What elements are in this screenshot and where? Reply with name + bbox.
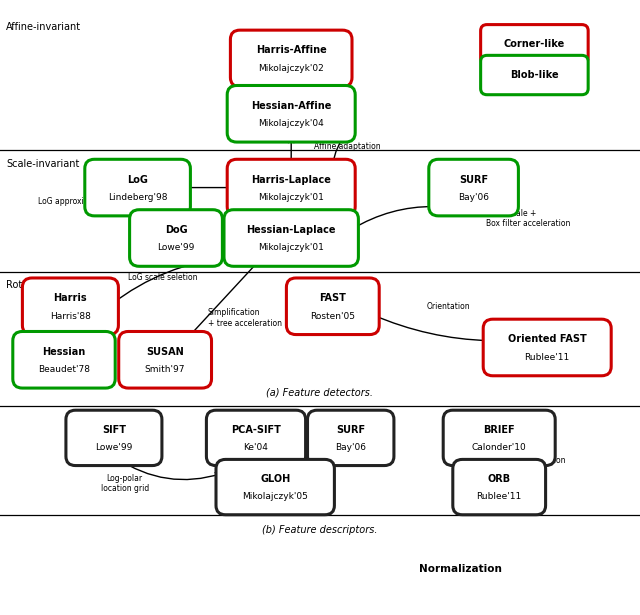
- FancyBboxPatch shape: [227, 85, 355, 142]
- Text: Hessian-Laplace: Hessian-Laplace: [246, 225, 336, 235]
- Text: Multi-scale +
Box filter acceleration: Multi-scale + Box filter acceleration: [486, 208, 571, 228]
- Text: Log-polar
location grid: Log-polar location grid: [100, 474, 149, 493]
- Text: Blob-like: Blob-like: [510, 70, 559, 80]
- Text: SIFT: SIFT: [102, 425, 126, 435]
- FancyBboxPatch shape: [429, 159, 518, 216]
- FancyBboxPatch shape: [453, 459, 545, 515]
- Text: Harris: Harris: [54, 293, 87, 303]
- FancyBboxPatch shape: [224, 210, 358, 266]
- Text: DoG: DoG: [164, 225, 188, 235]
- Text: Hessian: Hessian: [42, 347, 86, 357]
- Text: GLOH: GLOH: [260, 474, 291, 484]
- Text: LoG: LoG: [127, 175, 148, 184]
- FancyBboxPatch shape: [130, 210, 223, 266]
- Text: Lindeberg'98: Lindeberg'98: [108, 193, 167, 202]
- FancyBboxPatch shape: [443, 410, 555, 466]
- Text: (a) Feature detectors.: (a) Feature detectors.: [266, 387, 374, 397]
- Text: Optimization: Optimization: [517, 456, 566, 464]
- Text: Normalization: Normalization: [419, 564, 502, 574]
- FancyBboxPatch shape: [85, 159, 191, 216]
- Text: Lowe'99: Lowe'99: [95, 443, 132, 452]
- Text: Mikolajczyk'05: Mikolajczyk'05: [243, 493, 308, 501]
- Text: Mikolajczyk'01: Mikolajczyk'01: [259, 244, 324, 252]
- Text: Corner-like: Corner-like: [504, 39, 565, 49]
- Text: BRIEF: BRIEF: [483, 425, 515, 435]
- Text: Rotation-invariant: Rotation-invariant: [6, 280, 95, 290]
- Text: Lowe'99: Lowe'99: [157, 244, 195, 252]
- Text: Harris-Affine: Harris-Affine: [256, 46, 326, 55]
- Text: Rublee'11: Rublee'11: [477, 493, 522, 501]
- FancyBboxPatch shape: [13, 331, 115, 388]
- Text: Simplification
+ tree acceleration: Simplification + tree acceleration: [208, 308, 282, 328]
- Text: Hessian-Affine: Hessian-Affine: [251, 101, 332, 111]
- Text: Orientation: Orientation: [426, 302, 470, 311]
- Text: Affine adaptation: Affine adaptation: [314, 142, 380, 151]
- FancyBboxPatch shape: [483, 319, 611, 376]
- Text: Ke'04: Ke'04: [244, 443, 268, 452]
- Text: Beaudet'78: Beaudet'78: [38, 365, 90, 374]
- FancyBboxPatch shape: [227, 159, 355, 216]
- Text: LoG scale seletion: LoG scale seletion: [129, 274, 198, 282]
- Text: Scale-invariant: Scale-invariant: [6, 159, 80, 169]
- Text: Oriented FAST: Oriented FAST: [508, 335, 587, 344]
- FancyBboxPatch shape: [216, 459, 334, 515]
- FancyBboxPatch shape: [119, 331, 211, 388]
- Text: Harris-Laplace: Harris-Laplace: [252, 175, 331, 184]
- Text: FAST: FAST: [319, 293, 346, 303]
- Text: ORB: ORB: [488, 474, 511, 484]
- FancyBboxPatch shape: [308, 410, 394, 466]
- FancyBboxPatch shape: [230, 30, 352, 87]
- Text: Harris'88: Harris'88: [50, 312, 91, 320]
- Text: Bay'06: Bay'06: [458, 193, 489, 202]
- Text: Smith'97: Smith'97: [145, 365, 186, 374]
- FancyBboxPatch shape: [22, 278, 118, 335]
- Text: SURF: SURF: [459, 175, 488, 184]
- Text: Mikolajczyk'02: Mikolajczyk'02: [259, 64, 324, 73]
- FancyBboxPatch shape: [66, 410, 162, 466]
- Text: Calonder'10: Calonder'10: [472, 443, 527, 452]
- FancyBboxPatch shape: [206, 410, 306, 466]
- Text: Rublee'11: Rublee'11: [525, 353, 570, 362]
- Text: (b) Feature descriptors.: (b) Feature descriptors.: [262, 525, 378, 535]
- Text: Mikolajczyk'01: Mikolajczyk'01: [259, 193, 324, 202]
- FancyBboxPatch shape: [287, 278, 380, 335]
- Text: Affine-invariant: Affine-invariant: [6, 22, 81, 31]
- Text: SURF: SURF: [336, 425, 365, 435]
- Text: Mikolajczyk'04: Mikolajczyk'04: [259, 119, 324, 128]
- Text: SUSAN: SUSAN: [147, 347, 184, 357]
- Text: LoG approximation: LoG approximation: [38, 197, 111, 206]
- FancyBboxPatch shape: [481, 25, 588, 64]
- Text: PCA-SIFT: PCA-SIFT: [231, 425, 281, 435]
- Text: Bay'06: Bay'06: [335, 443, 366, 452]
- Text: Rosten'05: Rosten'05: [310, 312, 355, 320]
- FancyBboxPatch shape: [481, 55, 588, 95]
